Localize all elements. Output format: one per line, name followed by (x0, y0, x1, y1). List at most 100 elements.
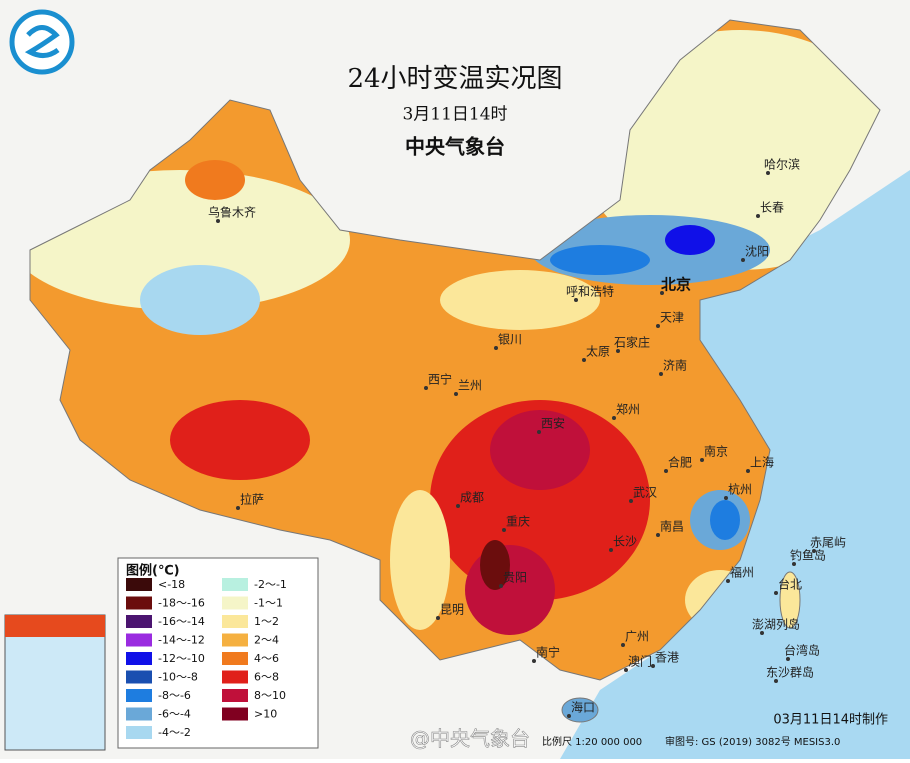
city-label: 济南 (663, 358, 687, 373)
city-label: 西宁 (428, 372, 452, 387)
city-label: 贵阳 (503, 571, 527, 585)
city-dot (656, 324, 660, 328)
legend-label: 2～4 (254, 634, 279, 647)
city-label: 银川 (498, 333, 522, 347)
city-label: 重庆 (506, 515, 530, 529)
city-label: 长沙 (613, 535, 637, 549)
legend-label: <-18 (158, 578, 185, 591)
city-dot (774, 591, 778, 595)
city-dot (760, 631, 764, 635)
legend-swatch (126, 615, 152, 628)
legend-swatch (126, 726, 152, 739)
legend-label: 6～8 (254, 671, 279, 684)
city-label: 石家庄 (614, 335, 650, 350)
legend-label: 4～6 (254, 652, 279, 665)
legend-swatch (126, 670, 152, 684)
legend-label: -2～-1 (254, 578, 287, 591)
city-dot (774, 679, 778, 683)
city-label: 东沙群岛 (766, 665, 814, 680)
city-label: 海口 (571, 700, 595, 715)
city-label: 沈阳 (745, 244, 769, 259)
legend-swatch (126, 578, 152, 591)
city-dot (756, 214, 760, 218)
city-label: 昆明 (440, 603, 464, 617)
legend-swatch (222, 652, 248, 665)
legend-swatch (222, 578, 248, 591)
legend-label: -4～-2 (158, 726, 191, 739)
sea (560, 170, 910, 759)
legend-label: -16～-14 (158, 615, 205, 628)
city-label: 广州 (625, 630, 649, 644)
taiwan (779, 571, 801, 629)
city-dot (494, 346, 498, 350)
city-dot (746, 469, 750, 473)
city-dot (456, 504, 460, 508)
city-dot (532, 659, 536, 663)
city-label: 呼和浩特 (566, 284, 614, 299)
city-dot (499, 584, 503, 588)
city-label: 南昌 (660, 519, 684, 534)
city-dot (792, 562, 796, 566)
city-dot (786, 657, 790, 661)
legend-swatch (126, 689, 152, 702)
legend: <-18 -18～-16 -16～-14 -14～-12 -12～-10 -10～-8 -8… (126, 578, 287, 739)
legend-swatch (222, 615, 248, 628)
city-label: 香港 (655, 651, 679, 665)
inset-land (5, 615, 105, 637)
city-label: 上海 (750, 455, 774, 470)
city-label: 澳门 (628, 654, 652, 669)
city-dot (621, 643, 625, 647)
city-dot (766, 171, 770, 175)
city-label: 拉萨 (240, 492, 264, 507)
city-dot (236, 506, 240, 510)
watermark: @中央气象台 (410, 727, 530, 751)
legend-label: 8～10 (254, 689, 286, 702)
city-dot (700, 458, 704, 462)
city-label: 赤尾屿 (810, 536, 846, 550)
legend-swatch (222, 689, 248, 702)
field-zone (185, 160, 245, 200)
legend-swatch (222, 596, 248, 610)
city-dot (609, 548, 613, 552)
city-label: 哈尔滨 (764, 157, 800, 172)
legend-label: >10 (254, 708, 277, 721)
field-zone (390, 490, 450, 630)
city-label: 天津 (660, 311, 684, 325)
scale: 比例尺 1:20 000 000 (542, 735, 642, 748)
city-dot (612, 416, 616, 420)
legend-swatch (222, 633, 248, 647)
city-dot (502, 528, 506, 532)
city-label: 澎湖列岛 (752, 617, 800, 632)
legend-swatch (126, 596, 152, 610)
title: 24小时变温实况图 (347, 64, 562, 94)
city-label: 郑州 (616, 402, 640, 417)
city-dot (812, 549, 816, 553)
city-dot (574, 298, 578, 302)
city-dot (741, 258, 745, 262)
logo-mark (24, 25, 60, 58)
city-label: 太原 (586, 344, 610, 359)
city-label: 乌鲁木齐 (208, 205, 256, 220)
city-label: 北京 (661, 276, 691, 294)
city-label: 杭州 (728, 482, 752, 497)
city-dot (436, 616, 440, 620)
city-dot (454, 392, 458, 396)
city-dot (664, 469, 668, 473)
city-label: 成都 (460, 491, 484, 505)
field-zone (140, 265, 260, 335)
city-label: 武汉 (633, 486, 657, 500)
city-dot (216, 219, 220, 223)
city-dot (656, 533, 660, 537)
city-label: 钓鱼岛 (790, 548, 826, 563)
legend-label: -14～-12 (158, 634, 205, 647)
city-label: 台北 (778, 577, 802, 592)
approval: 审图号: GS (2019) 3082号 MESIS3.0 (665, 735, 840, 748)
field-zone (490, 410, 590, 490)
legend-label: -12～-10 (158, 652, 205, 665)
city-dot (726, 579, 730, 583)
legend-label: -6～-4 (158, 708, 191, 721)
city-label: 福州 (730, 565, 754, 580)
city-dot (629, 499, 633, 503)
